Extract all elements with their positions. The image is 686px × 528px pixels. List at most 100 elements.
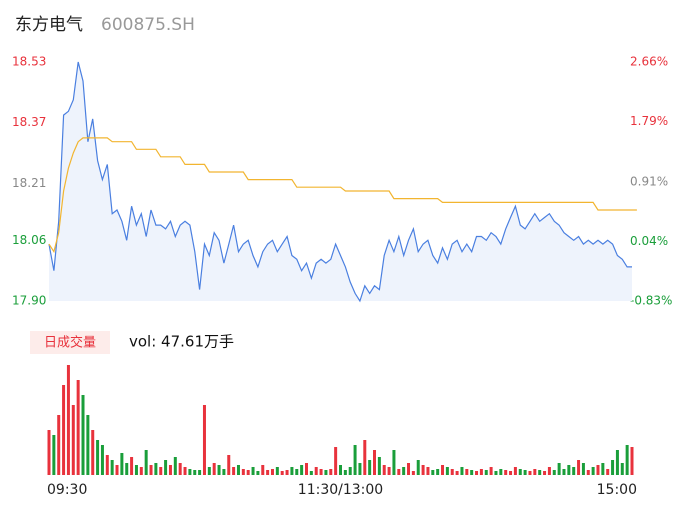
volume-bar: [499, 469, 503, 475]
volume-bar: [591, 467, 595, 475]
price-area: [49, 62, 632, 301]
volume-bar: [392, 450, 396, 475]
volume-bar: [611, 460, 615, 475]
volume-bar: [47, 430, 51, 475]
stock-code: 600875.SH: [101, 15, 195, 35]
volume-bar: [402, 467, 406, 475]
volume-bar: [261, 465, 265, 475]
volume-bar: [300, 465, 304, 475]
volume-bar: [115, 465, 119, 475]
volume-bar: [217, 465, 221, 475]
volume-bar: [577, 460, 581, 475]
volume-bar: [528, 471, 532, 475]
volume-bar: [270, 469, 274, 475]
volume-bar: [625, 445, 629, 475]
volume-bar: [52, 435, 56, 475]
volume-bar: [494, 471, 498, 475]
volume-bar: [202, 405, 206, 475]
volume-bar: [373, 450, 377, 475]
volume-bar: [441, 465, 445, 475]
volume-bar: [353, 445, 357, 475]
volume-bar: [407, 463, 411, 475]
volume-bar: [431, 470, 435, 475]
volume-bar: [552, 470, 556, 475]
volume-bar: [455, 471, 459, 475]
volume-bar: [479, 469, 483, 475]
volume-bar: [290, 467, 294, 475]
volume-bar: [222, 469, 226, 475]
volume-bar: [523, 470, 527, 475]
volume-bar: [567, 465, 571, 475]
volume-bar: [304, 463, 308, 475]
x-tick-label: 09:30: [47, 482, 87, 498]
y-tick-label: 18.21: [12, 176, 46, 190]
volume-bar: [319, 469, 323, 475]
volume-bar: [134, 465, 138, 475]
price-line: [48, 61, 632, 303]
volume-bar: [504, 470, 508, 475]
volume-bar: [509, 471, 513, 475]
volume-bar: [334, 447, 338, 475]
y2-tick-label: 0.04%: [630, 234, 668, 248]
volume-bar: [81, 395, 85, 475]
volume-bar: [606, 469, 610, 475]
volume-bar: [615, 450, 619, 475]
y2-tick-label: 0.91%: [630, 174, 668, 188]
y-tick-label: 17.90: [12, 294, 46, 308]
volume-bar: [538, 470, 542, 475]
y2-tick-label: 1.79%: [630, 114, 668, 128]
volume-bar: [178, 463, 182, 475]
x-tick-label: 11:30/13:00: [298, 482, 383, 498]
volume-bar: [57, 415, 61, 475]
volume-bar: [513, 467, 517, 475]
volume-badge: [30, 331, 110, 354]
volume-bar: [159, 467, 163, 475]
volume-bar: [207, 467, 211, 475]
volume-bar: [66, 365, 70, 475]
volume-bar: [324, 470, 328, 475]
volume-bar: [387, 467, 391, 475]
volume-bar: [411, 471, 415, 475]
volume-bar: [343, 470, 347, 475]
average-line: [48, 137, 637, 254]
volume-bar: [382, 465, 386, 475]
volume-bar: [581, 463, 585, 475]
volume-bar: [436, 469, 440, 475]
volume-bar: [120, 453, 124, 475]
volume-bar: [164, 460, 168, 475]
y2-tick-label: 2.66%: [630, 55, 668, 69]
volume-bar: [465, 469, 469, 475]
volume-bar: [100, 445, 104, 475]
volume-bar: [450, 469, 454, 475]
volume-bar: [518, 469, 522, 475]
volume-bar: [173, 457, 177, 475]
volume-bar: [149, 465, 153, 475]
volume-bar: [445, 467, 449, 475]
volume-total: vol: 47.61万手: [129, 333, 234, 351]
volume-bar: [421, 465, 425, 475]
volume-bar: [543, 471, 547, 475]
y-tick-label: 18.37: [12, 115, 46, 129]
volume-bar: [397, 469, 401, 475]
volume-bar: [557, 463, 561, 475]
x-tick-label: 15:00: [597, 482, 637, 498]
volume-bar: [572, 467, 576, 475]
volume-bar: [241, 469, 245, 475]
volume-bar: [198, 470, 202, 475]
volume-bar: [139, 467, 143, 475]
volume-bar: [86, 415, 90, 475]
volume-bar: [348, 467, 352, 475]
volume-bar: [363, 440, 367, 475]
volume-bar: [280, 471, 284, 475]
volume-bar: [416, 460, 420, 475]
volume-bar: [251, 467, 255, 475]
volume-bar: [91, 430, 95, 475]
volume-bar: [168, 465, 172, 475]
y2-tick-label: -0.83%: [630, 294, 672, 308]
volume-bar: [368, 460, 372, 475]
volume-bar: [110, 460, 114, 475]
volume-bar: [105, 455, 109, 475]
volume-bar: [295, 469, 299, 475]
volume-bar: [188, 469, 192, 475]
